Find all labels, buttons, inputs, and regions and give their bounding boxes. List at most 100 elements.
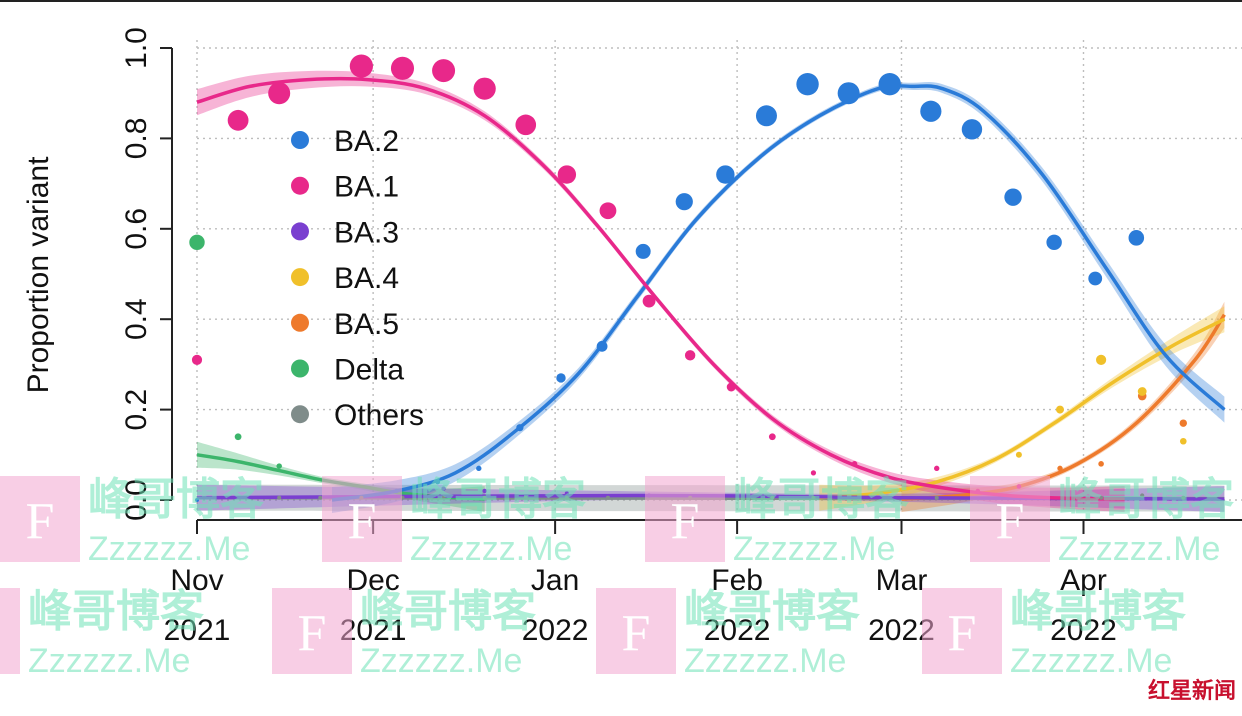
- point-others: [934, 495, 939, 500]
- point-ba-4: [1179, 437, 1187, 445]
- watermark-letter: F: [671, 493, 700, 550]
- point-ba-3: [482, 488, 487, 494]
- y-tick-label: 0.6: [120, 208, 153, 250]
- y-tick-label: 1.0: [120, 27, 153, 69]
- legend-swatch-others: [291, 405, 309, 424]
- point-ba-2: [755, 105, 777, 127]
- watermark-url-text: Zzzzzz.Me: [410, 530, 572, 568]
- point-ba-1: [851, 461, 858, 467]
- point-ba-2: [796, 72, 819, 96]
- watermark-tile: [0, 476, 80, 562]
- point-ba-2: [1088, 271, 1103, 286]
- y-tick-label: 0.4: [120, 298, 153, 340]
- point-others: [1099, 495, 1104, 500]
- x-tick-year-label: 2022: [522, 614, 589, 647]
- watermark-tile: [645, 476, 725, 562]
- y-tick-label: 0.0: [120, 479, 153, 521]
- watermark-tile: [922, 588, 1002, 674]
- point-ba-1: [934, 465, 940, 472]
- point-others: [482, 495, 487, 500]
- axes: 0.00.20.40.60.81.0Nov2021Dec2021Jan2022F…: [120, 27, 1242, 647]
- line-ba-1: [196, 76, 1125, 501]
- watermark-brand-text: 峰哥博客: [684, 587, 860, 636]
- watermark-brand-text: 峰哥博客: [733, 475, 909, 524]
- point-delta: [189, 234, 205, 251]
- line-ba-4: [819, 317, 1226, 500]
- point-others: [770, 495, 775, 500]
- point-ba-1: [390, 56, 415, 80]
- point-ba-1: [599, 202, 617, 220]
- point-ba-2: [635, 243, 651, 259]
- legend-label-ba-3: BA.3: [334, 216, 399, 249]
- y-tick-label: 0.8: [120, 118, 153, 160]
- point-ba-1: [268, 82, 291, 105]
- point-ba-1: [349, 54, 373, 78]
- watermark: F 峰哥博客 Zzzzzz.Me F 峰哥博客 Zzzzzz.Me F 峰哥博客 Zzzzzz.…: [0, 475, 1234, 680]
- point-ba-1: [684, 350, 696, 361]
- watermark-brand-text: 峰哥博客: [360, 587, 536, 636]
- point-ba-1: [642, 294, 656, 308]
- watermark-tile: [970, 476, 1050, 562]
- watermark-tile: [596, 588, 676, 674]
- legend-label-others: Others: [334, 399, 424, 432]
- legend-swatch-delta: [291, 359, 309, 378]
- point-ba-1: [515, 114, 537, 136]
- legend-label-delta: Delta: [334, 354, 404, 387]
- news-logo-text: 红星新闻: [1148, 678, 1236, 703]
- point-ba-1: [191, 354, 203, 365]
- legend-label-ba-4: BA.4: [334, 262, 399, 295]
- watermark-brand-text: 峰哥博客: [1058, 475, 1234, 524]
- watermark-letter: F: [26, 493, 55, 550]
- point-others: [564, 495, 569, 500]
- point-ba-2: [1046, 234, 1062, 251]
- point-ba-1: [227, 109, 249, 131]
- point-ba-4: [1137, 387, 1147, 396]
- point-ba-1: [768, 433, 776, 441]
- legend-label-ba-1: BA.1: [334, 171, 399, 204]
- x-tick-year-label: 2021: [164, 614, 231, 647]
- point-ba-2: [1128, 230, 1145, 246]
- point-others: [1140, 493, 1145, 498]
- watermark-url-text: Zzzzzz.Me: [360, 642, 522, 680]
- point-ba-3: [564, 491, 570, 496]
- point-others: [811, 495, 816, 500]
- legend-swatch-ba-5: [291, 313, 309, 332]
- watermark-url-text: Zzzzzz.Me: [1058, 530, 1220, 568]
- point-ba-5: [1098, 461, 1104, 467]
- watermark-tile: [0, 588, 20, 674]
- watermark-brand-text: 峰哥博客: [410, 475, 586, 524]
- legend-swatch-ba-3: [291, 222, 309, 241]
- watermark-tile: [322, 476, 402, 562]
- point-ba-1: [557, 165, 577, 184]
- watermark-url-text: Zzzzzz.Me: [28, 642, 190, 680]
- point-ba-2: [596, 340, 608, 352]
- point-others: [605, 495, 611, 500]
- point-ba-5: [1179, 419, 1187, 427]
- x-tick-year-label: 2022: [704, 614, 771, 647]
- point-delta: [276, 463, 282, 469]
- point-ba-2: [961, 119, 983, 140]
- point-ba-4: [1015, 451, 1022, 458]
- point-others: [441, 495, 446, 500]
- watermark-brand-text: 峰哥博客: [88, 475, 264, 524]
- point-others: [523, 495, 528, 500]
- legend-swatch-ba-4: [291, 268, 309, 287]
- watermark-letter: F: [298, 605, 327, 662]
- point-ba-1: [726, 382, 736, 392]
- x-tick-month-label: Apr: [1060, 564, 1107, 597]
- watermark-url-text: Zzzzzz.Me: [684, 642, 846, 680]
- point-others: [277, 495, 282, 500]
- point-ba-1: [810, 470, 817, 476]
- x-tick-month-label: Mar: [876, 564, 928, 597]
- point-ba-5: [1057, 465, 1063, 472]
- point-ba-2: [516, 424, 524, 432]
- point-ba-2: [1004, 188, 1022, 206]
- watermark-letter: F: [996, 493, 1025, 550]
- x-tick-month-label: Dec: [346, 564, 399, 597]
- x-tick-year-label: 2022: [1050, 614, 1117, 647]
- point-ba-2: [920, 100, 942, 122]
- x-tick-month-label: Feb: [711, 564, 763, 597]
- legend-swatch-ba-2: [291, 131, 309, 149]
- watermark-url-text: Zzzzzz.Me: [733, 530, 895, 568]
